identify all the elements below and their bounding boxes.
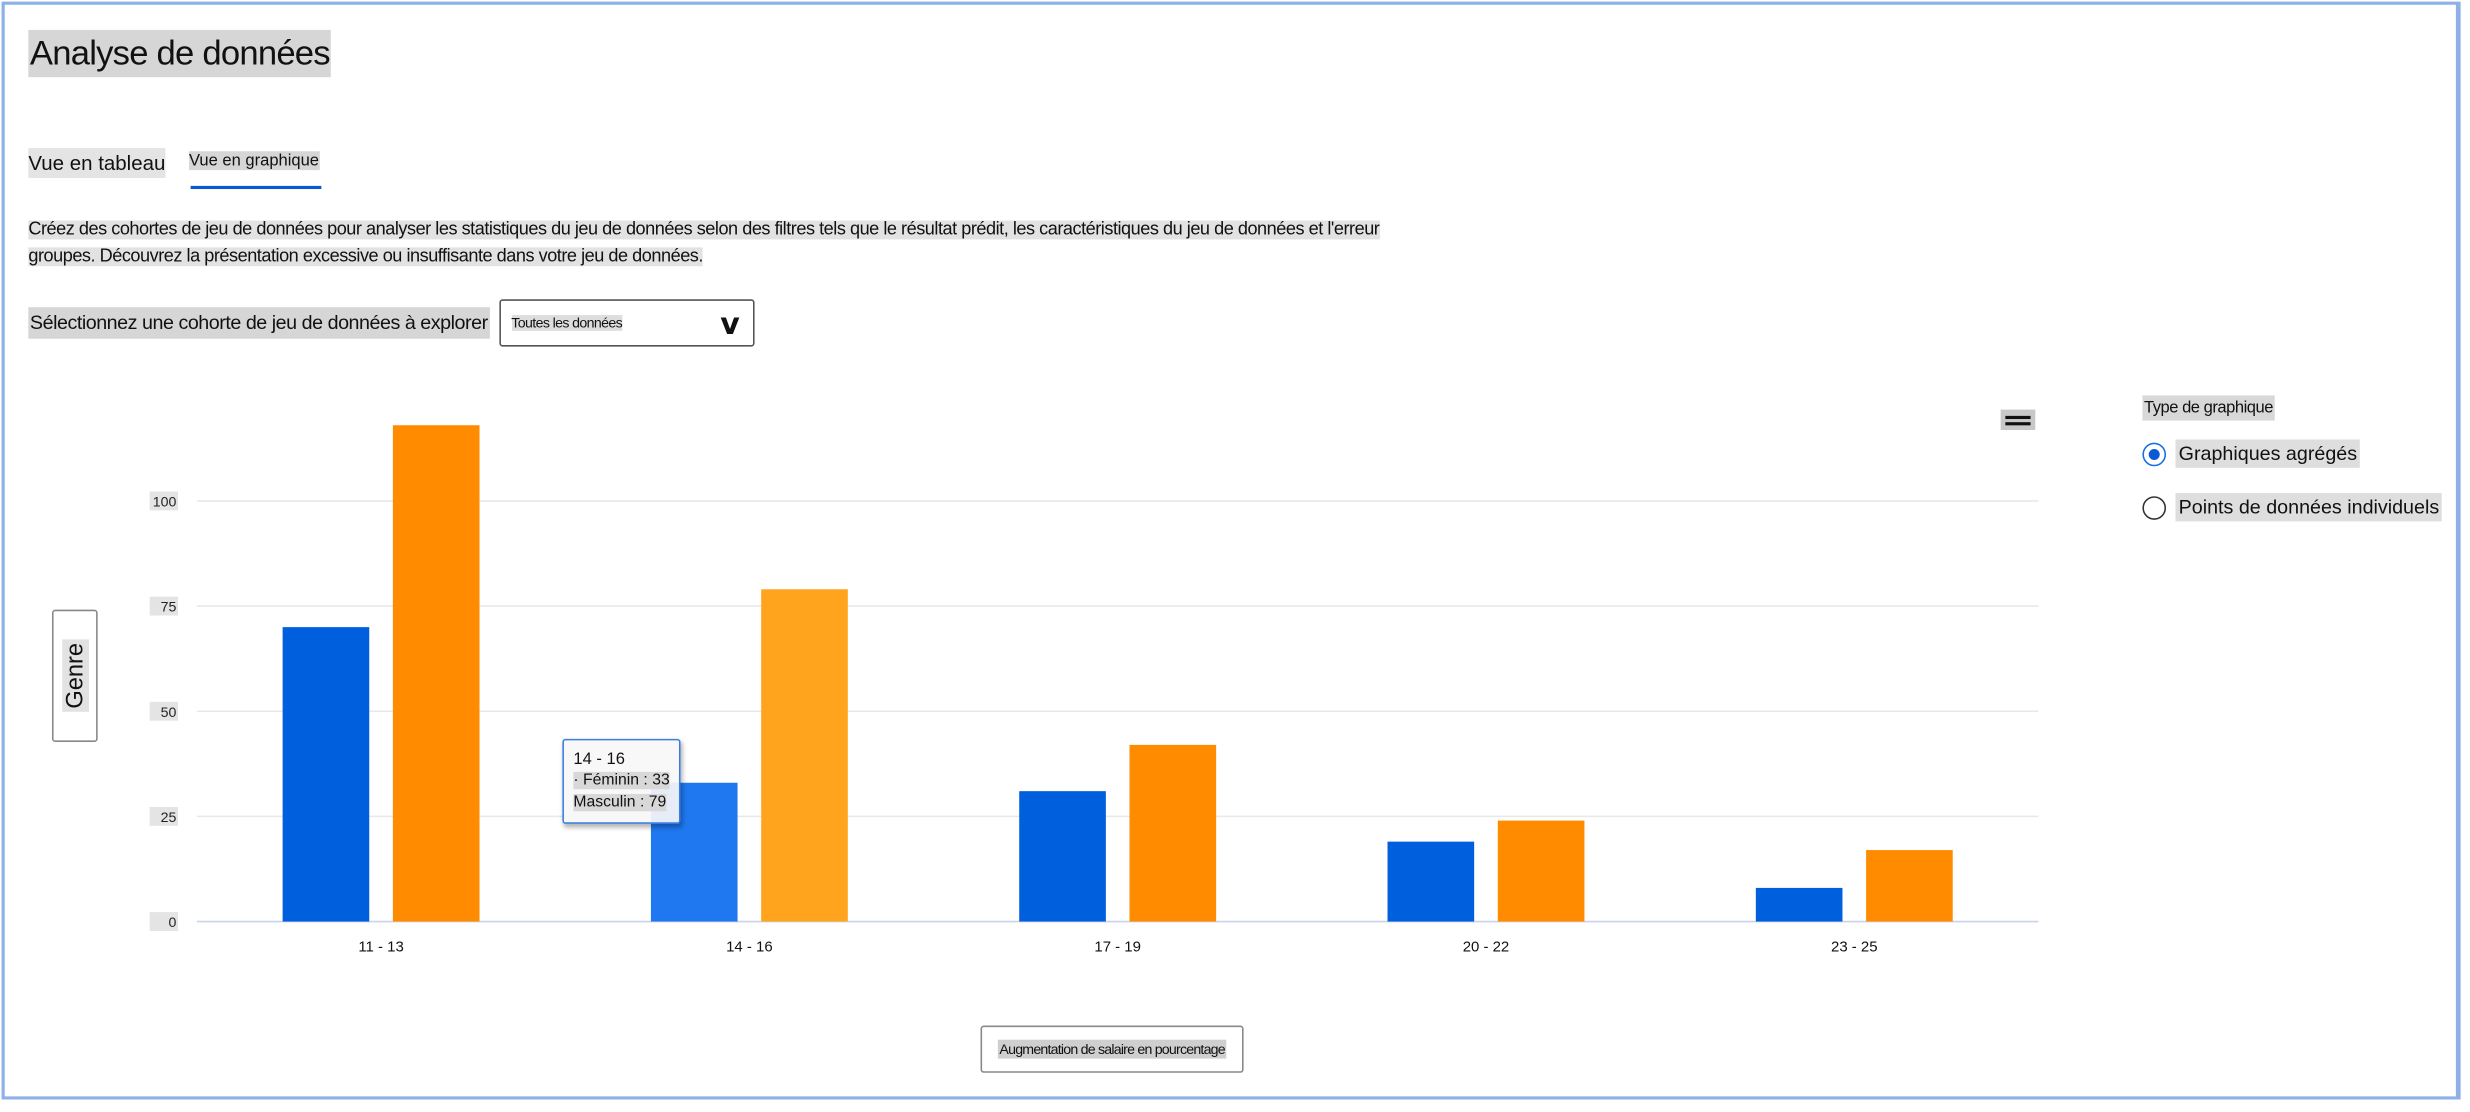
bar-female[interactable] bbox=[1019, 791, 1106, 922]
tooltip-female: · Féminin : 33 bbox=[573, 770, 670, 792]
bar-male[interactable] bbox=[761, 589, 848, 922]
x-tick-label: 14 - 16 bbox=[726, 938, 773, 955]
chart-tooltip: 14 - 16 · Féminin : 33 Masculin : 79 bbox=[562, 738, 681, 824]
bar-male[interactable] bbox=[1866, 850, 1953, 922]
tab-chart-view-label: Vue en graphique bbox=[189, 151, 319, 171]
bar-male[interactable] bbox=[1129, 744, 1217, 922]
y-tick-label: 50 bbox=[161, 705, 177, 721]
tab-table-view[interactable]: Vue en tableau bbox=[28, 148, 166, 179]
x-tick-label: 20 - 22 bbox=[1463, 938, 1510, 955]
radio-selected-icon bbox=[2142, 441, 2167, 466]
chart-type-title: Type de graphique bbox=[2142, 395, 2275, 421]
bar-male[interactable] bbox=[1497, 820, 1585, 922]
x-tick-label: 23 - 25 bbox=[1831, 938, 1878, 955]
description: Créez des cohortes de jeu de données pou… bbox=[28, 217, 1380, 271]
radio-aggregate-charts[interactable]: Graphiques agrégés bbox=[2142, 439, 2361, 468]
y-tick-label: 0 bbox=[169, 915, 177, 931]
y-tick-bg bbox=[149, 596, 179, 616]
page-title: Analyse de données bbox=[28, 29, 332, 78]
chart-type-panel: Type de graphique Graphiques agrégés Poi… bbox=[2142, 392, 2443, 522]
hamburger-menu-icon[interactable] bbox=[2000, 409, 2036, 431]
tooltip-male: Masculin : 79 bbox=[573, 792, 669, 814]
cohort-selected-value: Toutes les données bbox=[511, 315, 623, 331]
radio-label: Graphiques agrégés bbox=[2175, 439, 2361, 468]
y-tick-bg bbox=[149, 491, 179, 511]
radio-individual-points[interactable]: Points de données individuels bbox=[2142, 493, 2443, 522]
active-tab-indicator bbox=[190, 185, 321, 190]
x-axis-selector-button[interactable]: Augmentation de salaire en pourcentage bbox=[980, 1025, 1244, 1073]
y-tick-bg bbox=[149, 701, 179, 721]
y-axis-selector-button[interactable]: Genre bbox=[51, 609, 98, 742]
y-tick-label: 75 bbox=[161, 600, 177, 616]
tooltip-title: 14 - 16 bbox=[573, 749, 625, 769]
cohort-label: Sélectionnez une cohorte de jeu de donné… bbox=[28, 307, 490, 339]
bar-male[interactable] bbox=[392, 425, 480, 922]
radio-label: Points de données individuels bbox=[2175, 493, 2443, 522]
tooltip-male-text: Masculin : 79 bbox=[573, 793, 667, 812]
chevron-down-icon: v bbox=[720, 307, 740, 342]
description-line-1: Créez des cohortes de jeu de données pou… bbox=[28, 220, 1380, 240]
tooltip-female-text: · Féminin : 33 bbox=[573, 771, 670, 790]
y-tick-label: 100 bbox=[153, 494, 177, 510]
x-axis-label: Augmentation de salaire en pourcentage bbox=[997, 1039, 1227, 1059]
y-tick-bg bbox=[149, 806, 179, 826]
radio-unselected-icon bbox=[2142, 495, 2167, 520]
x-tick-label: 17 - 19 bbox=[1094, 938, 1141, 955]
y-axis-label: Genre bbox=[61, 639, 89, 712]
cohort-dropdown[interactable]: Toutes les données v bbox=[498, 299, 754, 347]
y-tick-bg bbox=[149, 912, 179, 932]
view-tabs: Vue en tableau Vue en graphique bbox=[28, 148, 321, 190]
cohort-selector-row: Sélectionnez une cohorte de jeu de donné… bbox=[28, 299, 754, 347]
x-tick-label: 11 - 13 bbox=[358, 938, 403, 955]
tab-chart-view[interactable]: Vue en graphique bbox=[187, 148, 321, 190]
bar-female[interactable] bbox=[282, 627, 370, 922]
bar-female[interactable] bbox=[1387, 841, 1475, 922]
bar-female[interactable] bbox=[1755, 887, 1843, 922]
y-tick-label: 25 bbox=[161, 810, 177, 826]
description-line-2: groupes. Découvrez la présentation exces… bbox=[28, 247, 703, 267]
